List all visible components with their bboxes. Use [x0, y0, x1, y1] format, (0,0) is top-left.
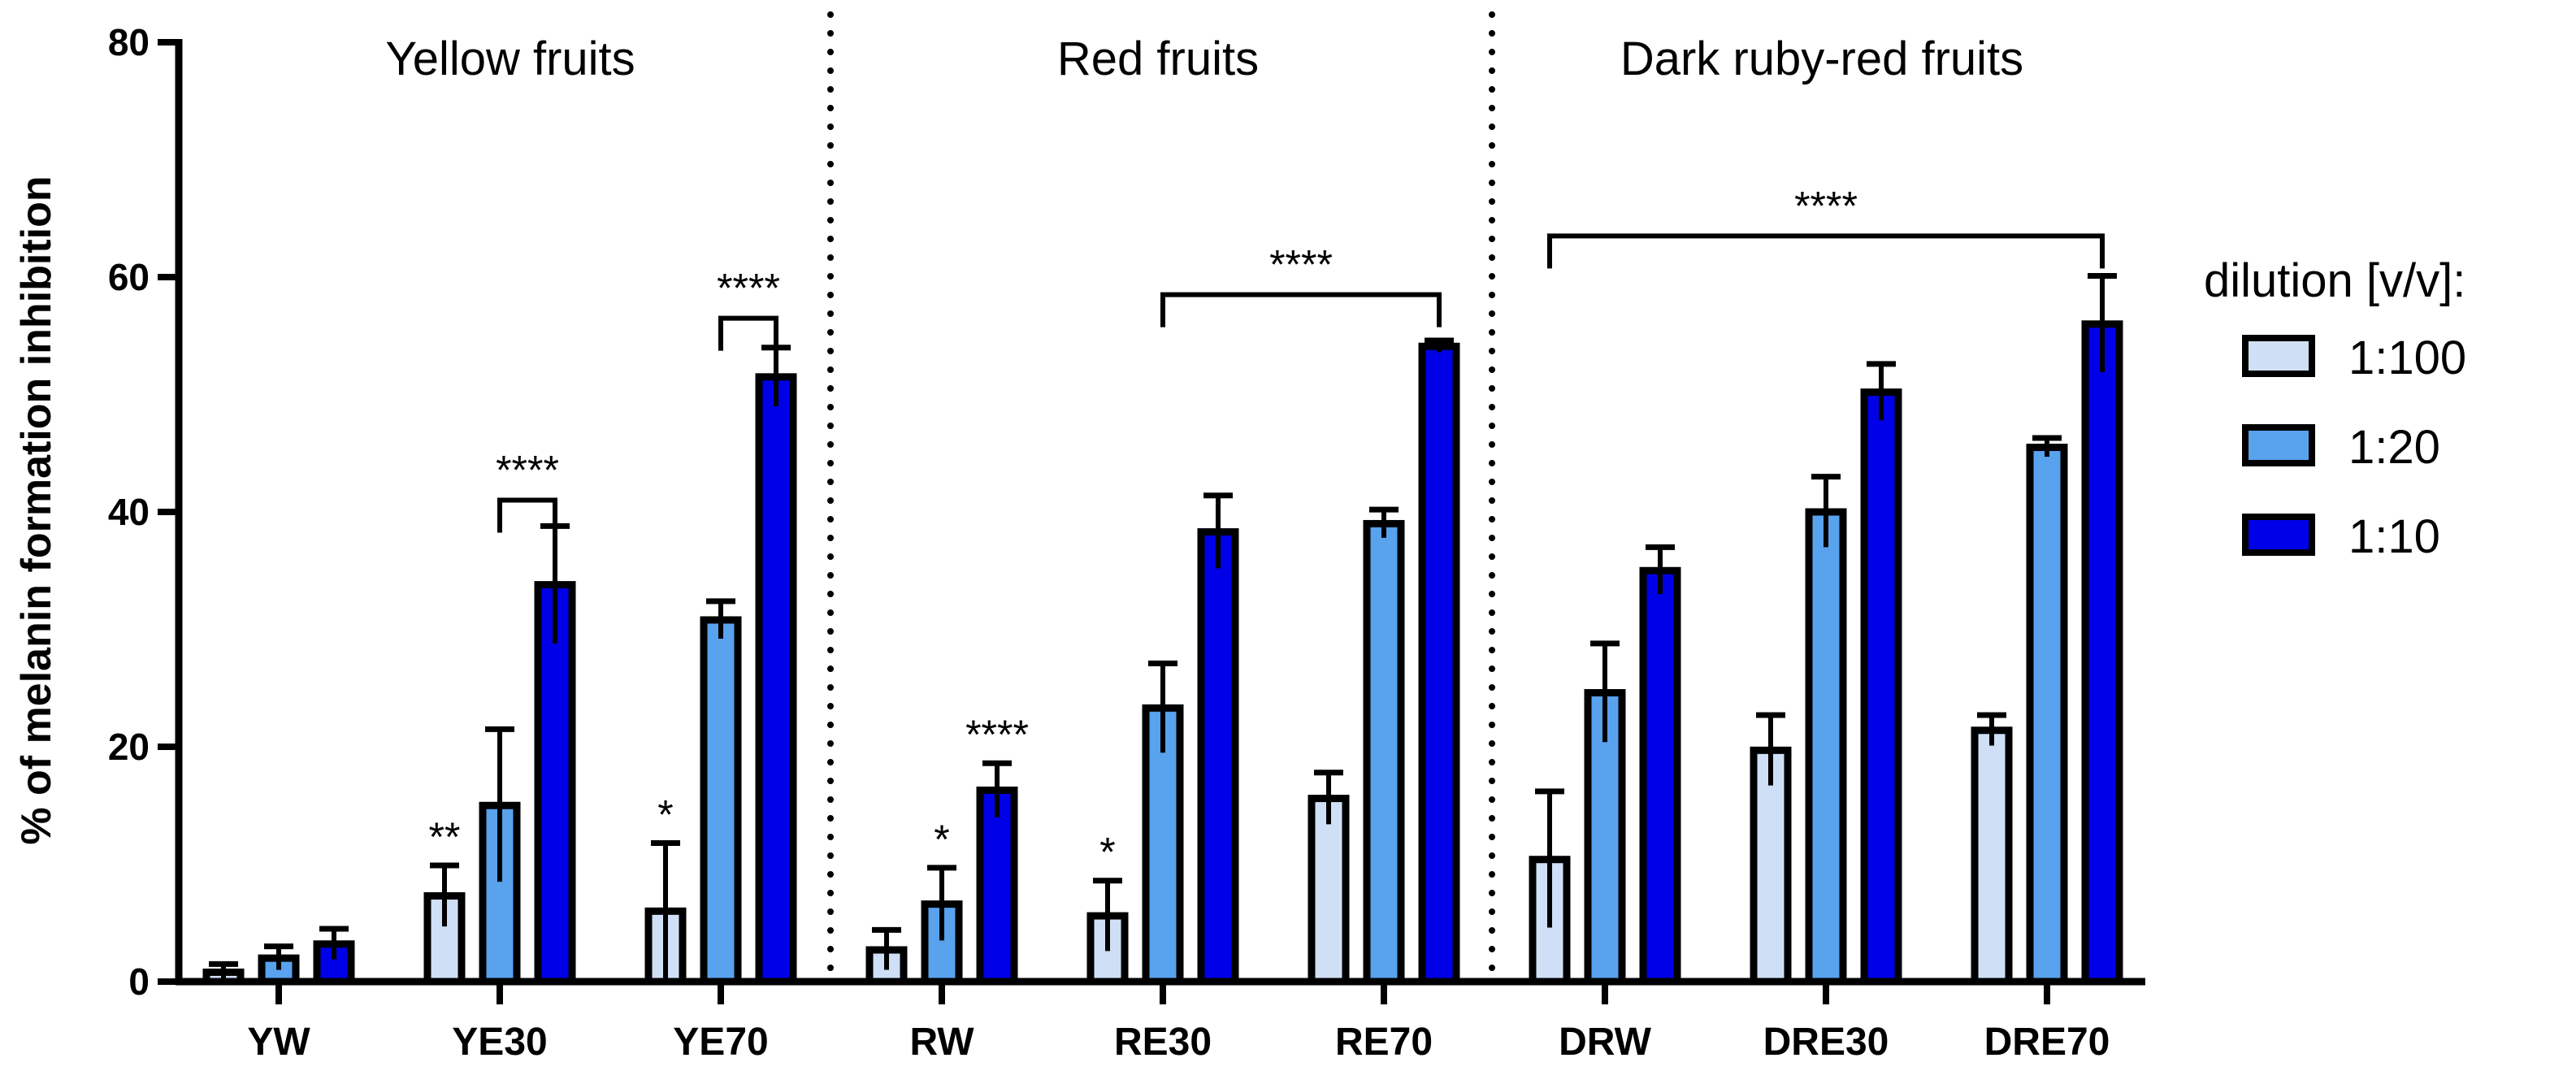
significance-label: ** [429, 814, 461, 860]
legend-label: 1:100 [2348, 332, 2466, 384]
legend-title: dilution [v/v]: [2204, 254, 2465, 307]
significance-label: * [657, 791, 673, 837]
bar-1-10 [2081, 320, 2123, 986]
bar-1-20 [2026, 444, 2068, 986]
group-title: Yellow fruits [385, 33, 635, 85]
significance-label: * [1099, 830, 1115, 875]
bar-1-10 [534, 581, 576, 986]
legend-swatch-1-10 [2242, 514, 2315, 556]
legend: dilution [v/v]: 1:100 1:20 1:10 [2204, 254, 2466, 563]
bracket-label: **** [496, 448, 559, 493]
bracket-label: **** [1269, 242, 1333, 288]
bar-1-100 [1308, 795, 1350, 986]
y-tick-label: 40 [108, 491, 150, 533]
legend-label: 1:20 [2348, 421, 2440, 474]
y-tick-label: 0 [128, 960, 150, 1003]
significance-bracket [497, 497, 557, 533]
x-tick-label: YE70 [673, 1021, 768, 1064]
x-tick-label: YE30 [452, 1021, 547, 1064]
x-tick-label: DRE30 [1763, 1021, 1889, 1064]
x-tick-label: DRW [1559, 1021, 1651, 1064]
legend-label: 1:10 [2348, 510, 2440, 563]
bar-1-20 [1363, 519, 1405, 986]
bar-1-20 [1142, 704, 1184, 986]
significance-label: **** [965, 712, 1029, 757]
bar-1-20 [1805, 508, 1847, 986]
bracket-label: **** [717, 266, 780, 311]
y-tick-label: 60 [108, 256, 150, 298]
legend-swatch-1-100 [2242, 335, 2315, 377]
x-tick-label: RW [909, 1021, 974, 1064]
x-tick-label: RE30 [1114, 1021, 1212, 1064]
bar-1-20 [700, 616, 742, 986]
bar-1-10 [1418, 342, 1460, 986]
x-tick-label: RE70 [1335, 1021, 1433, 1064]
x-tick-label: YW [247, 1021, 310, 1064]
significance-label: * [934, 817, 949, 862]
bar-1-10 [755, 373, 797, 986]
y-tick-label: 80 [108, 21, 150, 63]
bar-1-10 [1639, 566, 1681, 986]
y-axis-label: % of melanin formation inhibition [13, 176, 60, 844]
group-title: Red fruits [1057, 33, 1259, 85]
bar-1-10 [1197, 528, 1239, 986]
significance-bracket [1547, 233, 2105, 269]
x-tick-label: DRE70 [1984, 1021, 2110, 1064]
y-tick-label: 20 [108, 726, 150, 768]
legend-swatch-1-20 [2242, 424, 2315, 466]
significance-bracket [1160, 292, 1442, 327]
bar-1-10 [976, 786, 1018, 986]
bar-1-100 [1750, 746, 1792, 986]
bar-1-10 [1860, 388, 1902, 986]
significance-bracket [718, 315, 778, 351]
plot-area: 0 20 40 60 80 YW YE30 YE70 RW RE30 RE70 DRW DRE30 DRE… [108, 11, 2145, 1064]
group-title: Dark ruby-red fruits [1620, 33, 2023, 85]
bar-1-100 [1971, 726, 2013, 986]
bracket-label: **** [1794, 183, 1858, 228]
